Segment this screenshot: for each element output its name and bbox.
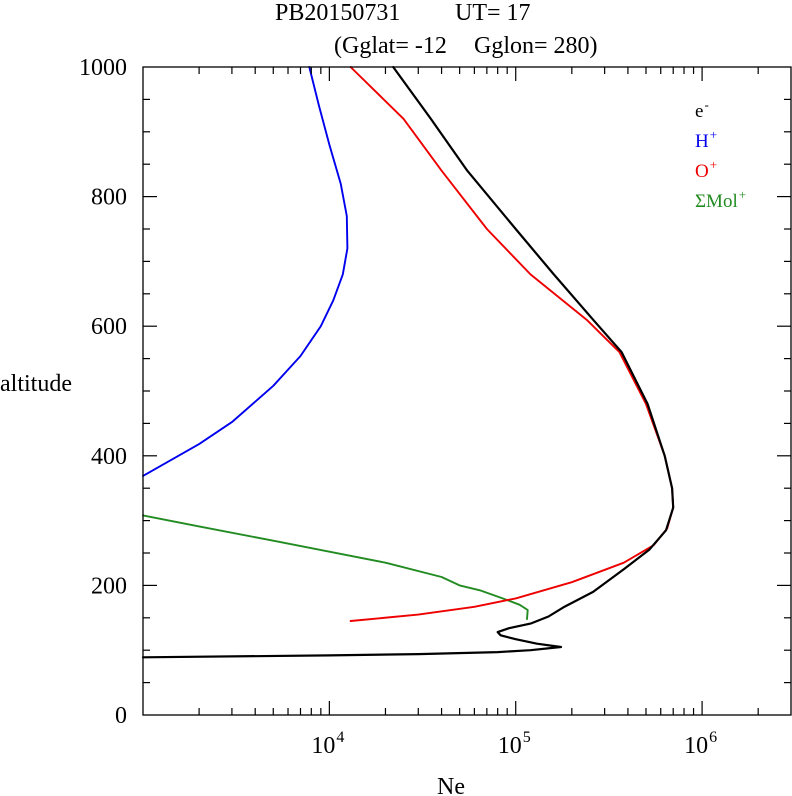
x-axis-label: Ne — [437, 774, 465, 796]
x-tick-label: 104 — [311, 729, 344, 759]
series-line-2 — [349, 66, 675, 622]
series-line-1 — [142, 66, 349, 477]
chart-title-line1-right: UT= 17 — [455, 0, 531, 26]
y-tick-label: 1000 — [79, 55, 127, 81]
x-tick-label: 106 — [684, 729, 717, 759]
series-line-0 — [142, 514, 529, 621]
y-tick-label: 200 — [91, 573, 127, 599]
legend-entry: e- — [695, 97, 709, 122]
y-tick-label: 800 — [91, 185, 127, 211]
y-tick-label: 400 — [91, 444, 127, 470]
x-tick-label: 105 — [498, 729, 531, 759]
chart-title-line1-left: PB20150731 — [275, 0, 400, 26]
legend-entry: H+ — [695, 127, 717, 152]
plot-frame — [142, 66, 792, 716]
series-line-3 — [141, 65, 675, 659]
y-axis-label: altitude — [0, 371, 72, 397]
legend-entry: ΣMol+ — [695, 187, 746, 212]
y-tick-label: 600 — [91, 314, 127, 340]
chart-title-line2-left: (Gglat= -12 — [334, 33, 447, 59]
legend-entry: O+ — [695, 157, 717, 182]
y-tick-label: 0 — [115, 703, 127, 729]
chart-title-line2-right: Gglon= 280) — [474, 33, 598, 59]
